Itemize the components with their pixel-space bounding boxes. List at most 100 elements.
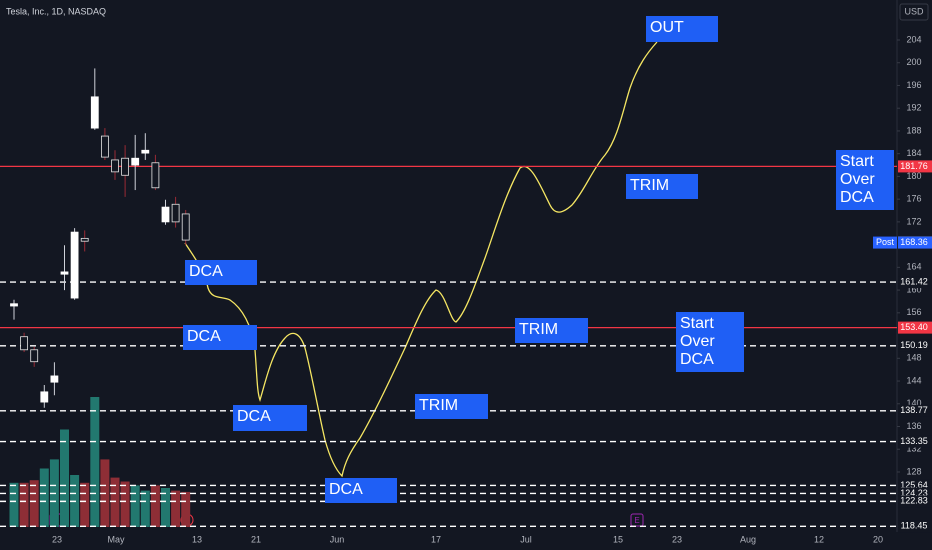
annotation-box: TRIM	[626, 174, 698, 199]
x-tick-label: 20	[873, 534, 883, 544]
x-tick-label: 15	[613, 534, 623, 544]
annotation-box: OUT	[646, 16, 718, 42]
x-tick-label: May	[107, 534, 125, 544]
annotation-box: DCA	[185, 260, 257, 285]
candle-body	[101, 135, 109, 158]
volume-bar	[161, 488, 170, 527]
y-tick-label: 148	[906, 353, 921, 363]
level-label: 133.35	[900, 436, 928, 446]
candle-body	[90, 96, 99, 129]
earnings-icon: E	[630, 513, 644, 527]
volume-bar	[9, 482, 19, 527]
annotation-box: Start Over DCA	[676, 312, 744, 372]
candle-body	[131, 157, 140, 166]
x-tick-label: 23	[52, 534, 62, 544]
post-tag-box	[873, 236, 897, 249]
currency-box[interactable]	[899, 3, 929, 21]
x-tick-label: 23	[672, 534, 682, 544]
y-tick-label: 196	[906, 80, 921, 90]
candle-body	[111, 159, 119, 173]
y-tick-label: 164	[906, 262, 921, 272]
candle-body	[80, 237, 89, 242]
level-label-box	[898, 495, 932, 508]
y-tick-label: 184	[906, 148, 921, 158]
candle-body	[60, 271, 69, 275]
candle-body	[40, 391, 49, 403]
level-label-box	[898, 520, 932, 533]
annotation-box: TRIM	[515, 318, 588, 343]
volume-bar	[19, 482, 29, 527]
candle-body	[141, 149, 150, 154]
y-tick-label: 188	[906, 125, 921, 135]
y-tick-label: 172	[906, 216, 921, 226]
volume-bar	[140, 490, 150, 527]
y-tick-label: 132	[906, 444, 921, 454]
level-label: 125.64	[900, 480, 928, 490]
level-label: 181.76	[900, 161, 928, 171]
annotation-box: DCA	[325, 478, 397, 503]
volume-bar	[130, 485, 140, 527]
level-label-box	[898, 160, 932, 173]
volume-bar	[90, 397, 100, 527]
candle-body	[181, 213, 190, 241]
volume-bar	[60, 429, 69, 527]
level-label: 122.83	[900, 496, 928, 506]
x-tick-label: 17	[431, 534, 441, 544]
volume-bar	[29, 480, 39, 527]
level-label: 118.45	[901, 521, 928, 531]
annotation-box: DCA	[183, 325, 257, 350]
x-tick-label: 13	[192, 534, 202, 544]
candle-body	[10, 303, 18, 307]
y-tick-label: 192	[906, 103, 921, 113]
candle-body	[151, 162, 160, 189]
volume-bar	[181, 491, 191, 527]
candle-body	[50, 375, 59, 383]
level-label: 150.19	[900, 340, 928, 350]
post-price-box	[898, 236, 932, 249]
y-tick-label: 128	[906, 466, 921, 476]
volume-bar	[39, 468, 49, 527]
x-tick-label: Aug	[740, 534, 756, 544]
y-tick-label: 204	[906, 34, 921, 44]
level-label: 153.40	[900, 322, 928, 332]
annotation-box: DCA	[233, 405, 307, 431]
post-price: 168.36	[900, 237, 928, 247]
level-label-box	[898, 321, 932, 334]
level-label-box	[898, 339, 932, 352]
volume-bar	[171, 490, 181, 527]
currency: USD	[904, 6, 924, 16]
candle-body	[20, 336, 29, 351]
candle-body	[121, 157, 129, 176]
x-tick-label: 12	[814, 534, 824, 544]
volume-bar	[110, 477, 120, 527]
chart-title: Tesla, Inc., 1D, NASDAQ	[6, 6, 106, 16]
level-label-box	[898, 404, 932, 417]
candle-body	[171, 203, 180, 223]
annotation-box: Start Over DCA	[836, 150, 894, 210]
volume-bar	[150, 485, 160, 527]
candle-body	[70, 231, 79, 299]
x-tick-label: Jul	[520, 534, 532, 544]
y-tick-label: 160	[906, 284, 921, 294]
post-tag: Post	[876, 237, 895, 247]
svg-text:E: E	[634, 516, 639, 525]
y-tick-label: 176	[906, 194, 921, 204]
candle-body	[161, 206, 170, 223]
y-tick-label: 144	[906, 375, 921, 385]
annotation-box: TRIM	[415, 394, 488, 419]
level-label: 138.77	[900, 405, 928, 415]
volume-bar	[120, 481, 130, 527]
volume-bar	[80, 482, 90, 527]
candle-body	[30, 349, 39, 363]
y-tick-label: 140	[906, 398, 921, 408]
y-tick-label: 156	[906, 307, 921, 317]
y-tick-label: 180	[906, 171, 921, 181]
y-tick-label: 136	[906, 421, 921, 431]
level-label: 124.23	[900, 488, 928, 498]
level-label-box	[898, 276, 932, 289]
drawn-path	[184, 41, 658, 478]
x-tick-label: 21	[251, 534, 261, 544]
level-label: 161.42	[900, 276, 928, 286]
